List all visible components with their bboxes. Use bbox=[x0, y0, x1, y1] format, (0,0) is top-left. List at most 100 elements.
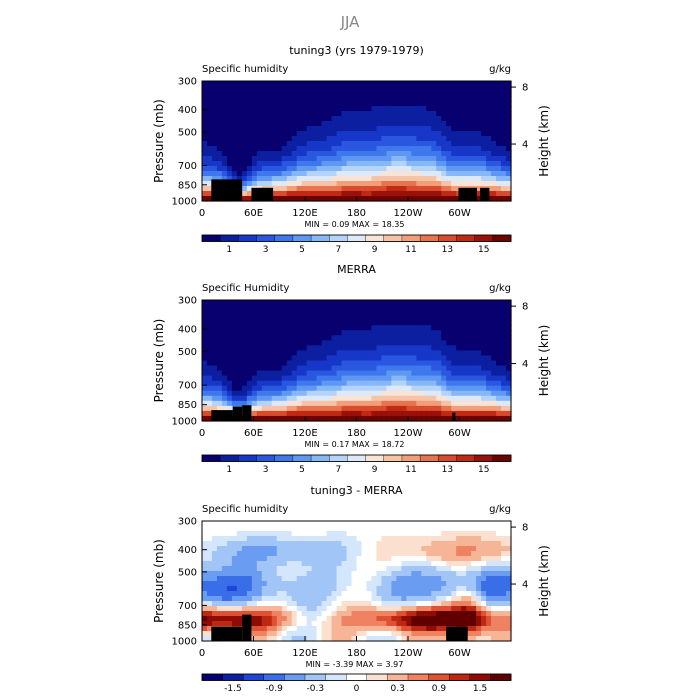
land-mask bbox=[211, 626, 243, 641]
heatmap-cell bbox=[241, 385, 248, 392]
heatmap-cell bbox=[236, 591, 243, 597]
heatmap-cell bbox=[361, 390, 368, 397]
heatmap-cell bbox=[426, 536, 432, 542]
heatmap-cell bbox=[316, 345, 323, 352]
heatmap-cell bbox=[202, 111, 208, 117]
heatmap-cell bbox=[441, 546, 447, 552]
heatmap-cell bbox=[416, 581, 422, 587]
heatmap-cell bbox=[331, 556, 338, 562]
heatmap-cell bbox=[431, 191, 437, 197]
heatmap-cell bbox=[356, 151, 363, 157]
heatmap-cell bbox=[261, 631, 268, 637]
heatmap-cell bbox=[416, 566, 422, 572]
heatmap-cell bbox=[286, 141, 293, 147]
heatmap-cell bbox=[371, 310, 378, 316]
heatmap-cell bbox=[441, 196, 447, 202]
heatmap-cell bbox=[466, 305, 472, 311]
colorbar-swatch bbox=[263, 673, 285, 681]
heatmap-cell bbox=[231, 300, 238, 306]
heatmap-cell bbox=[471, 606, 477, 612]
heatmap-cell bbox=[401, 636, 407, 642]
heatmap-cell bbox=[226, 335, 233, 341]
panel-variable-label: Specific humidity bbox=[202, 64, 288, 75]
heatmap-cell bbox=[296, 400, 303, 407]
heatmap-cell bbox=[396, 365, 402, 372]
heatmap-cell bbox=[426, 355, 432, 362]
heatmap-cell bbox=[481, 305, 487, 311]
heatmap-cell bbox=[476, 350, 482, 357]
heatmap-cell bbox=[261, 611, 268, 617]
heatmap-cell bbox=[311, 390, 318, 397]
heatmap-cell bbox=[306, 330, 313, 336]
heatmap-cell bbox=[451, 405, 457, 412]
heatmap-cell bbox=[496, 196, 502, 202]
heatmap-cell bbox=[456, 526, 462, 532]
heatmap-cell bbox=[236, 131, 243, 137]
heatmap-cell bbox=[361, 375, 368, 382]
heatmap-cell bbox=[486, 531, 492, 537]
heatmap-cell bbox=[306, 546, 313, 552]
y-tick-label: 400 bbox=[178, 105, 197, 116]
heatmap-cell bbox=[496, 385, 502, 392]
heatmap-cell bbox=[486, 91, 492, 97]
heatmap-cell bbox=[276, 546, 283, 552]
heatmap-cell bbox=[351, 591, 358, 597]
heatmap-cell bbox=[266, 531, 273, 537]
heatmap-cell bbox=[311, 320, 318, 326]
heatmap-cell bbox=[261, 111, 268, 117]
heatmap-cell bbox=[506, 106, 512, 112]
heatmap-cell bbox=[371, 325, 378, 331]
heatmap-cell bbox=[431, 91, 437, 97]
heatmap-cell bbox=[246, 81, 253, 87]
heatmap-cell bbox=[396, 355, 402, 362]
heatmap-cell bbox=[341, 390, 348, 397]
heatmap-cell bbox=[291, 405, 298, 412]
heatmap-cell bbox=[271, 151, 278, 157]
heatmap-cell bbox=[461, 541, 467, 547]
heatmap-cell bbox=[411, 415, 417, 422]
heatmap-cell bbox=[306, 380, 313, 387]
heatmap-cell bbox=[216, 355, 223, 362]
heatmap-cell bbox=[461, 521, 467, 527]
colorbar-swatch bbox=[438, 454, 457, 462]
heatmap-cell bbox=[461, 325, 467, 331]
heatmap-cell bbox=[321, 586, 328, 592]
heatmap-cell bbox=[371, 390, 378, 397]
heatmap-cell bbox=[291, 86, 298, 92]
heatmap-cell bbox=[476, 305, 482, 311]
heatmap-cell bbox=[236, 526, 243, 532]
heatmap-cell bbox=[261, 136, 268, 142]
heatmap-cell bbox=[486, 141, 492, 147]
heatmap-cell bbox=[381, 390, 387, 397]
heatmap-cell bbox=[486, 176, 492, 182]
heatmap-cell bbox=[296, 350, 303, 357]
heatmap-cell bbox=[321, 636, 328, 642]
min-max-stats: MIN = -3.39 MAX = 3.97 bbox=[306, 660, 404, 669]
heatmap-cell bbox=[341, 601, 348, 607]
heatmap-cell bbox=[421, 315, 427, 321]
heatmap-cell bbox=[466, 131, 472, 137]
heatmap-cell bbox=[256, 636, 263, 642]
colorbar-swatch bbox=[310, 234, 330, 242]
heatmap-cell bbox=[236, 355, 243, 362]
heatmap-cell bbox=[461, 166, 467, 172]
heatmap-cell bbox=[202, 131, 208, 137]
heatmap-cell bbox=[431, 616, 437, 622]
heatmap-cell bbox=[471, 576, 477, 582]
heatmap-cell bbox=[281, 196, 288, 202]
heatmap-cell bbox=[456, 151, 462, 157]
heatmap-cell bbox=[486, 415, 492, 422]
heatmap-cell bbox=[471, 551, 477, 557]
heatmap-cell bbox=[306, 355, 313, 362]
heatmap-cell bbox=[346, 156, 353, 162]
heatmap-cell bbox=[241, 196, 248, 202]
heatmap-cell bbox=[281, 121, 288, 127]
heatmap-cell bbox=[366, 116, 373, 122]
heatmap-cell bbox=[202, 350, 208, 357]
heatmap-cell bbox=[281, 81, 288, 87]
heatmap-cell bbox=[206, 591, 213, 597]
heatmap-cell bbox=[366, 375, 373, 382]
heatmap-cell bbox=[426, 395, 432, 402]
heatmap-cell bbox=[211, 106, 218, 112]
heatmap-cell bbox=[286, 400, 293, 407]
